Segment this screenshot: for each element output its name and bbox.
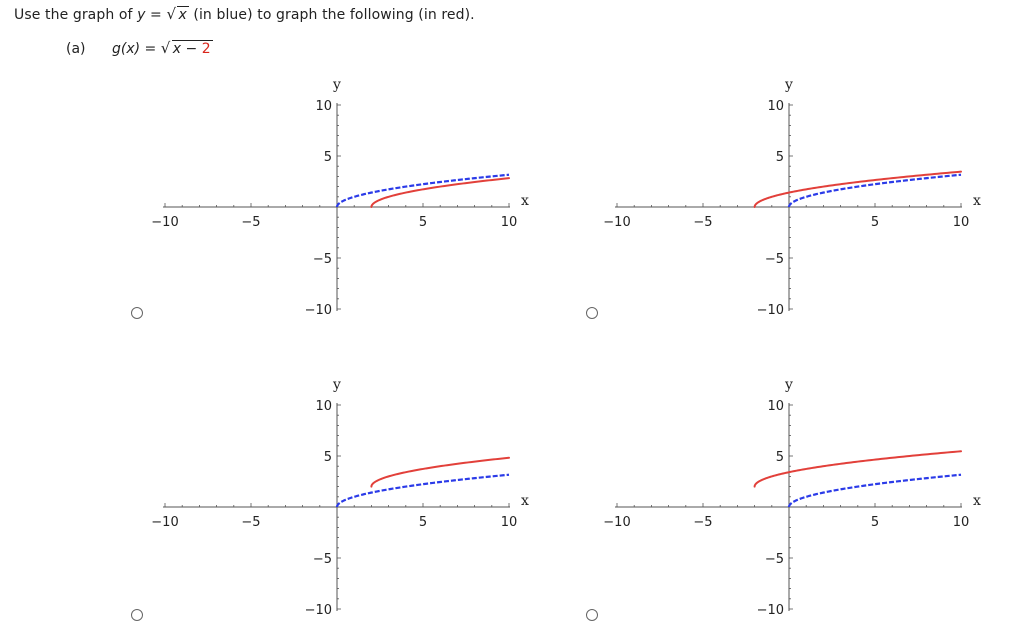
x-tick-label: 10	[501, 515, 518, 530]
x-tick-label: −5	[241, 215, 260, 230]
y-tick-label: −5	[765, 252, 784, 267]
x-tick-label: −10	[151, 215, 178, 230]
x-tick-label: −5	[693, 215, 712, 230]
function-sqrt-expression: √ x − 2	[160, 39, 213, 57]
base-curve-sqrt-x	[787, 173, 962, 208]
radicand-constant: 2	[201, 41, 211, 57]
radicand-variable: x	[172, 41, 182, 57]
answer-radio-option-3[interactable]	[131, 609, 143, 621]
question-equals: =	[145, 7, 167, 23]
y-tick-label: 5	[324, 450, 332, 465]
answer-radio-option-1[interactable]	[131, 307, 143, 319]
x-tick-label: 10	[953, 215, 970, 230]
y-tick-label: −10	[757, 603, 784, 618]
x-tick-label: 10	[501, 215, 518, 230]
y-axis-letter: y	[784, 77, 793, 93]
graph-option-2-svg: −10 −5 5 10 10 5 −5 −10 x y	[603, 77, 981, 318]
transformed-curve	[370, 456, 510, 488]
answer-radio-option-2[interactable]	[586, 307, 598, 319]
question-y-variable: y	[137, 7, 146, 23]
x-axis-letter: x	[521, 493, 529, 509]
graph-option-2: −10 −5 5 10 10 5 −5 −10 x y	[597, 70, 997, 330]
y-tick-label: 10	[315, 99, 332, 114]
x-axis-letter: x	[521, 193, 529, 209]
radicand-operator: −	[181, 41, 202, 57]
radical-sign-icon: √	[160, 39, 171, 57]
transformed-curve	[753, 170, 962, 208]
part-label: (a)	[66, 41, 86, 57]
graph-option-4: −10 −5 5 10 10 5 −5 −10 x y	[597, 370, 997, 630]
y-axis-letter: y	[332, 77, 341, 93]
y-tick-label: 5	[776, 150, 784, 165]
graph-option-1: −10 −5 5 10 10 5 −5 −10 x y	[145, 70, 545, 330]
x-tick-label: 5	[871, 215, 879, 230]
base-curve-sqrt-x	[335, 173, 510, 208]
y-tick-label: 10	[767, 399, 784, 414]
x-tick-label: −5	[241, 515, 260, 530]
graph-option-3: −10 −5 5 10 10 5 −5 −10 x y	[145, 370, 545, 630]
part-a-prompt: (a) g(x) = √ x − 2	[66, 39, 213, 57]
y-tick-label: −10	[757, 303, 784, 318]
y-tick-label: −5	[313, 252, 332, 267]
graph-option-3-svg: −10 −5 5 10 10 5 −5 −10 x y	[151, 377, 529, 618]
y-tick-label: −5	[765, 552, 784, 567]
x-tick-label: 10	[953, 515, 970, 530]
y-tick-label: 10	[315, 399, 332, 414]
question-radicand: x	[177, 6, 189, 23]
function-equals: =	[140, 41, 161, 57]
y-tick-label: 5	[776, 450, 784, 465]
question-sqrt-expression: √ x	[166, 5, 189, 23]
question-suffix: (in blue) to graph the following (in red…	[188, 7, 475, 23]
x-axis-letter: x	[973, 493, 981, 509]
x-tick-label: 5	[419, 515, 427, 530]
base-curve-sqrt-x	[787, 473, 962, 508]
x-tick-label: 5	[419, 215, 427, 230]
x-tick-label: −10	[603, 215, 630, 230]
y-tick-label: −10	[305, 603, 332, 618]
question-prefix: Use the graph of	[14, 7, 138, 23]
x-tick-label: −10	[151, 515, 178, 530]
graph-option-1-svg: −10 −5 5 10 10 5 −5 −10 x y	[151, 77, 529, 318]
y-tick-label: −5	[313, 552, 332, 567]
graph-option-4-svg: −10 −5 5 10 10 5 −5 −10 x y	[603, 377, 981, 618]
answer-radio-option-4[interactable]	[586, 609, 598, 621]
x-tick-label: −10	[603, 515, 630, 530]
y-tick-label: −10	[305, 303, 332, 318]
y-axis-letter: y	[332, 377, 341, 393]
question-text: Use the graph of y = √ x (in blue) to gra…	[14, 5, 475, 23]
x-axis-letter: x	[973, 193, 981, 209]
y-tick-label: 10	[767, 99, 784, 114]
transformed-curve	[753, 450, 962, 488]
function-name: g(x)	[112, 41, 141, 57]
y-tick-label: 5	[324, 150, 332, 165]
y-axis-letter: y	[784, 377, 793, 393]
base-curve-sqrt-x	[335, 473, 510, 508]
transformed-curve	[370, 177, 510, 208]
x-tick-label: 5	[871, 515, 879, 530]
radical-sign-icon: √	[166, 5, 177, 23]
x-tick-label: −5	[693, 515, 712, 530]
function-radicand: x − 2	[171, 40, 213, 57]
